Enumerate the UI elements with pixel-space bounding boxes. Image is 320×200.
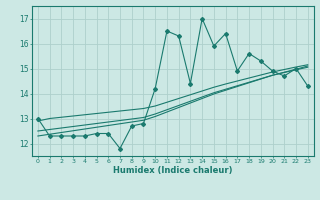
X-axis label: Humidex (Indice chaleur): Humidex (Indice chaleur)	[113, 166, 233, 175]
